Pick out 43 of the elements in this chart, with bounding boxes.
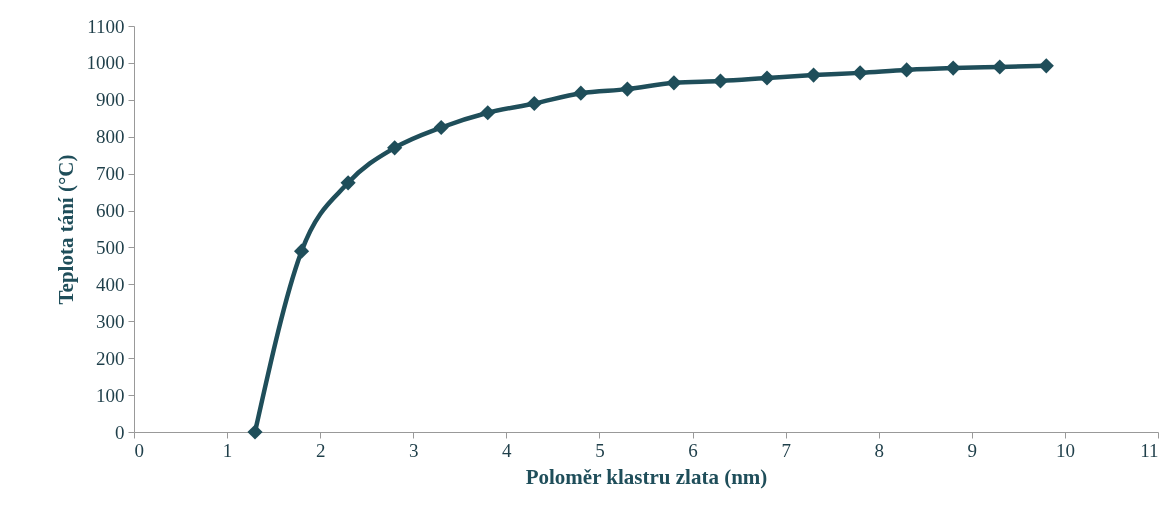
y-tick-label: 1100	[87, 15, 125, 37]
point	[387, 140, 403, 156]
x-tick-label: 8	[874, 439, 884, 461]
y-tick-label: 800	[96, 126, 125, 148]
point	[759, 70, 775, 86]
y-tick-label: 400	[96, 273, 125, 295]
point	[852, 65, 868, 81]
point	[340, 175, 356, 191]
y-tick-label: 200	[96, 347, 125, 369]
x-tick-label: 2	[315, 439, 326, 461]
point	[619, 81, 635, 97]
point	[293, 243, 310, 259]
x-tick-label: 11	[1140, 439, 1159, 461]
y-tick-label: 500	[96, 236, 125, 258]
point	[247, 424, 263, 440]
point	[945, 60, 961, 76]
x-axis-title: Poloměr klastru zlata (nm)	[525, 464, 768, 489]
point	[899, 62, 915, 78]
point	[480, 105, 496, 121]
y-tick-label: 700	[96, 163, 125, 185]
x-tick-label: 9	[967, 439, 978, 461]
x-tick-label: 7	[781, 439, 791, 461]
point	[433, 119, 449, 136]
y-tick-label: 300	[96, 310, 125, 332]
x-tick-label: 6	[688, 439, 698, 461]
x-tick-label: 3	[409, 439, 419, 461]
point	[1038, 58, 1054, 74]
point	[992, 59, 1008, 75]
y-tick-label: 1000	[86, 52, 125, 74]
point	[666, 75, 682, 91]
y-axis-title: Teplota tání (°C)	[53, 154, 78, 305]
x-tick-label: 0	[134, 439, 144, 461]
x-tick-label: 4	[502, 439, 513, 461]
y-tick-label: 600	[96, 200, 125, 222]
point	[573, 85, 589, 101]
x-tick-label: 5	[595, 439, 605, 461]
y-tick-label: 0	[115, 421, 125, 443]
y-tick-label: 100	[96, 384, 125, 406]
x-tick-label: 10	[1055, 439, 1075, 461]
point	[526, 95, 542, 112]
point	[712, 73, 729, 89]
x-tick-label: 1	[222, 439, 233, 461]
y-tick-label: 900	[96, 89, 125, 111]
